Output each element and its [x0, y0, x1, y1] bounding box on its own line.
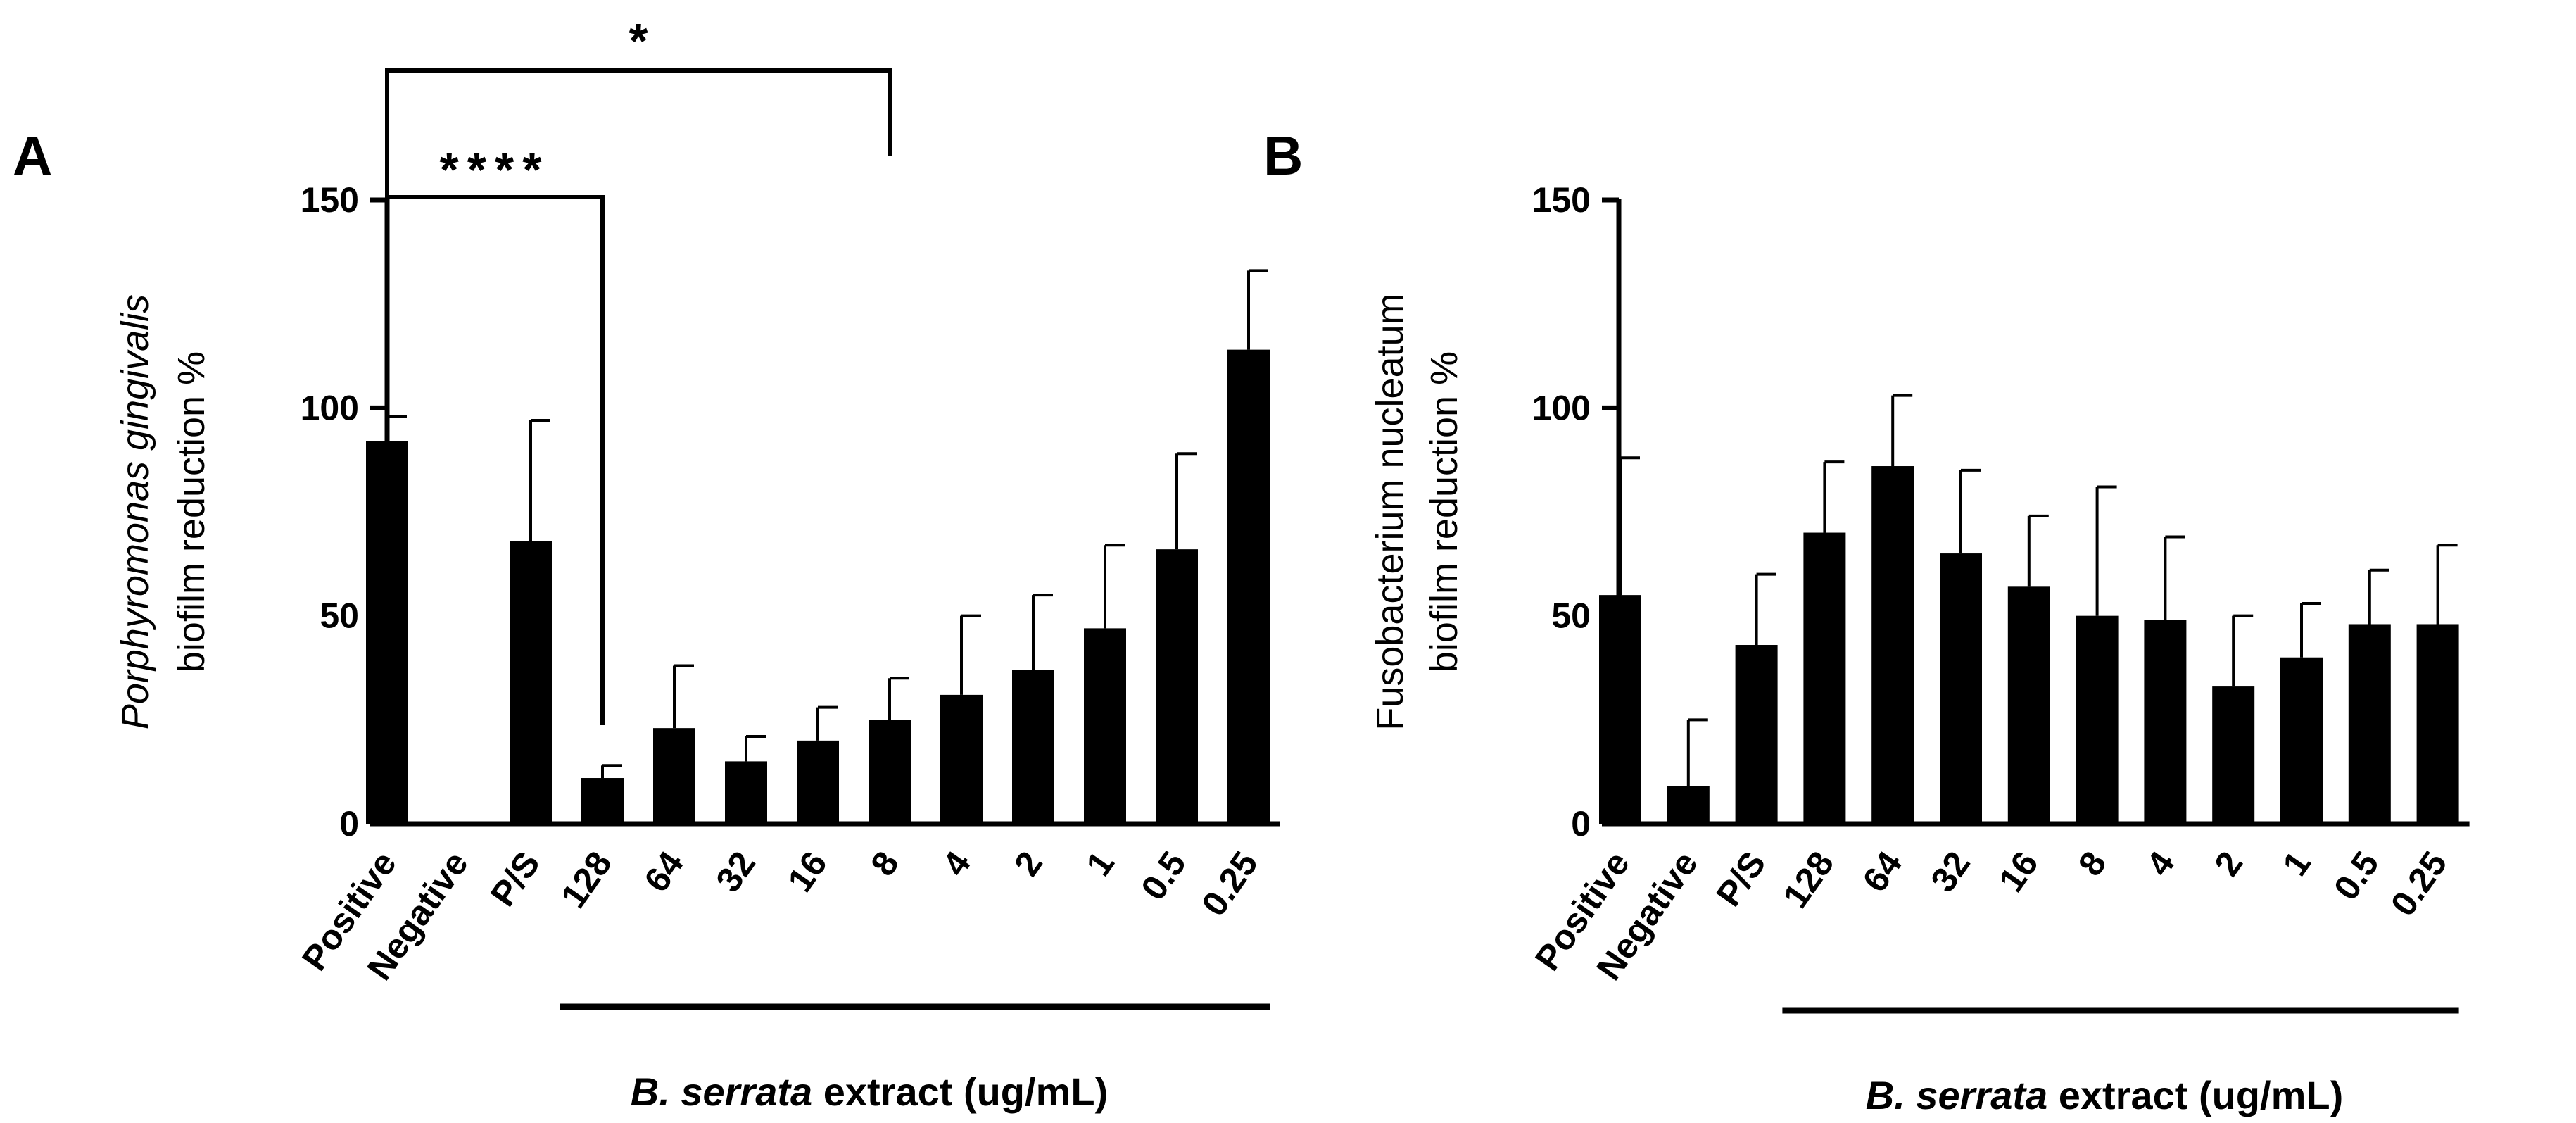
bar-Negative: [1667, 786, 1710, 824]
x-tick-label: 16: [1991, 844, 2046, 899]
bar-4: [2144, 620, 2187, 824]
y-tick-label: 0: [1571, 804, 1591, 843]
x-tick-label: 8: [863, 844, 907, 883]
bar-4: [940, 694, 983, 824]
bar-0.5: [1156, 549, 1198, 824]
bar-64: [653, 728, 695, 824]
x-tick-label: 2: [1006, 844, 1050, 883]
y-tick-label: 50: [1551, 596, 1591, 636]
bar-Positive: [1599, 595, 1641, 824]
x-tick-label: 32: [708, 844, 763, 899]
bar-16: [2007, 586, 2050, 824]
bar-128: [1803, 532, 1846, 824]
panel-b: B 0 50 100 150 Fusobacterium nucleatum biofilm…: [1263, 125, 2470, 1117]
y-tick-label: 50: [320, 596, 359, 636]
x-tick-label: 32: [1923, 844, 1978, 899]
bar-0.5: [2348, 624, 2391, 824]
x-tick-label: P/S: [1709, 844, 1774, 913]
bar-32: [1940, 553, 1982, 824]
panel-a: A 0 50 100 150 Porphyromonas gingivalis biofil…: [13, 13, 1280, 1114]
y-tick-label: 150: [301, 180, 359, 220]
significance-label: ****: [440, 142, 550, 197]
bar-P/S: [510, 541, 552, 824]
panel-letter: B: [1263, 125, 1303, 187]
y-axis-title: Fusobacterium nucleatum biofilm reduction…: [1369, 293, 1465, 730]
y-tick-label: 100: [1532, 388, 1591, 427]
x-tick-label: 1: [2275, 844, 2318, 883]
bar-1: [2280, 657, 2323, 824]
bar-Positive: [366, 441, 408, 824]
x-axis-title-rest: extract (ug/mL): [812, 1069, 1108, 1114]
significance-bracket: [385, 141, 605, 725]
significance-bracket: [385, 68, 892, 156]
x-tick-label: 1: [1078, 844, 1122, 883]
x-axis-title-rest: extract (ug/mL): [2047, 1073, 2343, 1117]
x-tick-label: 16: [780, 844, 835, 899]
bar-1: [1084, 628, 1126, 824]
y-axis-title-line1: Fusobacterium nucleatum: [1369, 293, 1411, 730]
x-tick-label: 64: [1855, 844, 1909, 899]
bar-8: [869, 720, 911, 824]
y-axis-title: Porphyromonas gingivalis biofilm reductio…: [114, 294, 213, 729]
bar-128: [581, 778, 624, 824]
y-axis-title-line2: biofilm reduction %: [1423, 351, 1465, 672]
x-tick-label: 128: [1776, 844, 1842, 915]
panel-letter: A: [13, 125, 52, 187]
x-tick-label: 64: [636, 844, 691, 899]
x-tick-label: 128: [553, 844, 619, 915]
bar-P/S: [1735, 645, 1778, 824]
bar-64: [1871, 466, 1914, 824]
x-tick-label: 0.5: [1133, 844, 1194, 907]
bar-8: [2076, 615, 2119, 824]
x-axis-title-italic: B. serrata: [1866, 1073, 2047, 1117]
x-tick-label: 8: [2071, 844, 2114, 883]
bar-32: [725, 761, 767, 824]
x-tick-label: 4: [935, 844, 978, 883]
bar-0.25: [2416, 624, 2459, 824]
bar-2: [1012, 670, 1054, 824]
y-axis-title-line2: biofilm reduction %: [170, 351, 213, 672]
x-tick-label: 4: [2139, 844, 2183, 883]
bar-0.25: [1227, 349, 1270, 824]
bar-16: [797, 740, 839, 824]
x-tick-label: 0.25: [1194, 844, 1265, 923]
bar-2: [2212, 686, 2255, 824]
y-tick-label: 100: [301, 388, 359, 427]
x-tick-label: 0.5: [2326, 844, 2387, 907]
x-tick-label: P/S: [483, 844, 548, 913]
y-tick-label: 0: [339, 804, 359, 843]
significance-label: *: [629, 13, 648, 68]
x-axis-title-italic: B. serrata: [631, 1069, 812, 1114]
x-tick-label: 2: [2206, 844, 2250, 883]
y-tick-label: 150: [1532, 180, 1591, 220]
x-axis-title: B. serrata extract (ug/mL): [631, 1069, 1108, 1114]
x-axis-title: B. serrata extract (ug/mL): [1866, 1073, 2343, 1117]
y-axis-title-line1: Porphyromonas gingivalis: [114, 294, 156, 729]
x-tick-label: 0.25: [2383, 844, 2455, 923]
